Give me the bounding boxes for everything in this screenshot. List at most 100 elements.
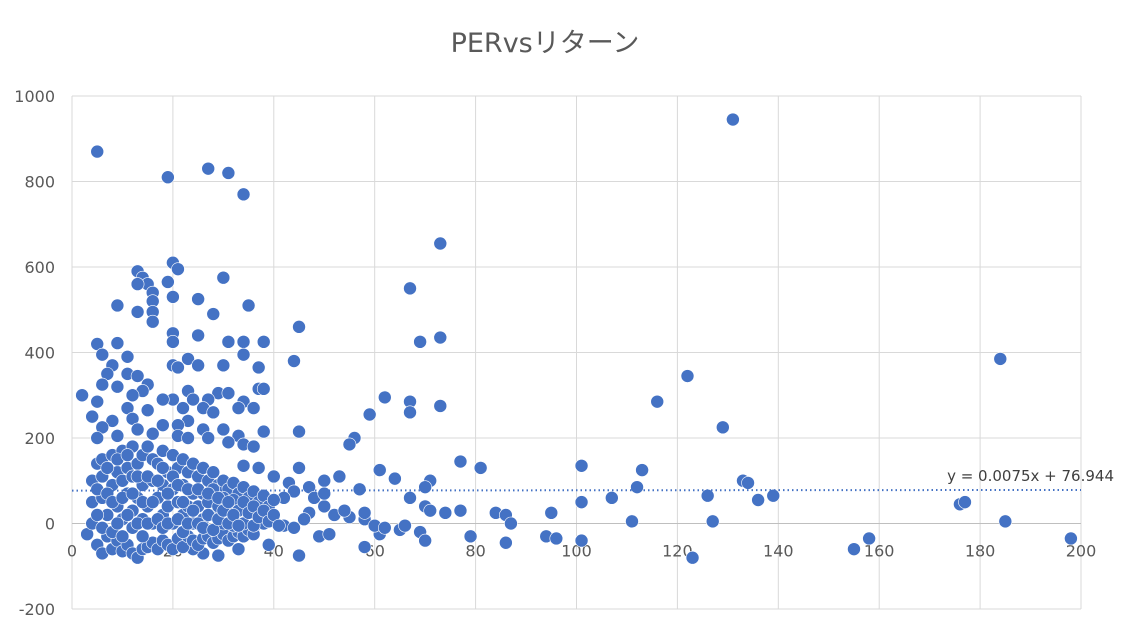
y-tick-label: 400 <box>24 344 55 363</box>
data-point <box>256 424 271 439</box>
data-point <box>171 360 185 375</box>
data-point <box>181 352 195 366</box>
data-point <box>504 516 518 531</box>
data-point <box>161 275 175 289</box>
y-tick-label: 0 <box>45 515 55 534</box>
chart-title: PERvsリターン <box>451 28 640 59</box>
data-point <box>171 262 185 276</box>
data-point <box>256 335 271 349</box>
data-point <box>186 392 200 407</box>
data-point <box>221 166 236 180</box>
data-point <box>90 144 105 159</box>
y-tick-label: 600 <box>24 258 55 277</box>
data-point <box>156 418 170 432</box>
data-point <box>156 461 170 475</box>
data-point <box>95 377 110 392</box>
data-point <box>423 503 437 518</box>
data-point <box>130 422 145 437</box>
data-point <box>105 414 120 428</box>
x-tick-label: 80 <box>465 542 485 561</box>
data-point <box>140 439 155 454</box>
data-point <box>261 538 276 552</box>
data-point <box>150 473 165 488</box>
data-point <box>377 390 392 405</box>
data-point <box>216 270 231 285</box>
data-point <box>161 486 175 501</box>
data-point <box>499 535 513 550</box>
data-point <box>236 335 251 349</box>
data-point <box>388 471 402 486</box>
data-point <box>236 458 251 473</box>
data-point <box>297 512 311 527</box>
data-point <box>544 506 559 520</box>
data-point <box>398 518 412 533</box>
data-point <box>418 480 432 494</box>
data-point <box>266 469 281 484</box>
data-point <box>95 347 110 362</box>
data-point <box>377 520 392 535</box>
data-point <box>751 493 765 507</box>
data-point <box>357 506 372 520</box>
data-point <box>605 491 619 505</box>
data-point <box>418 533 432 548</box>
data-point <box>574 495 589 509</box>
data-point <box>433 399 448 413</box>
data-point <box>251 461 266 475</box>
data-point <box>201 431 216 445</box>
data-point <box>130 277 145 291</box>
data-point <box>342 437 357 452</box>
data-point <box>161 170 175 185</box>
data-point <box>130 305 145 319</box>
data-point <box>125 486 140 501</box>
data-point <box>1064 531 1078 546</box>
y-tick-label: -200 <box>19 600 55 619</box>
y-tick-label: 200 <box>24 429 55 448</box>
data-point <box>216 422 231 437</box>
data-point <box>115 529 130 544</box>
data-point <box>221 495 236 509</box>
x-tick-label: 200 <box>1066 542 1097 561</box>
data-point <box>251 360 266 375</box>
data-points <box>75 112 1078 565</box>
x-tick-label: 160 <box>864 542 895 561</box>
data-point <box>125 388 140 403</box>
data-point <box>176 401 190 415</box>
data-point <box>216 358 231 373</box>
data-point <box>292 424 306 439</box>
x-tick-label: 180 <box>965 542 996 561</box>
data-point <box>680 369 695 383</box>
data-point <box>453 454 468 469</box>
data-point <box>317 499 332 514</box>
data-point <box>231 518 246 533</box>
data-point <box>847 542 861 556</box>
data-point <box>433 330 448 345</box>
y-tick-label: 800 <box>24 173 55 192</box>
data-point <box>246 439 261 454</box>
data-point <box>403 491 417 505</box>
data-point <box>372 463 387 477</box>
data-point <box>403 281 417 296</box>
data-point <box>453 503 468 518</box>
y-tick-label: 1000 <box>14 87 55 106</box>
data-point <box>191 358 205 373</box>
data-point <box>322 527 337 541</box>
data-point <box>221 435 236 450</box>
data-point <box>630 480 644 494</box>
data-point <box>352 482 367 497</box>
data-point <box>181 431 195 445</box>
data-point <box>85 409 99 424</box>
data-point <box>246 401 261 415</box>
data-point <box>574 533 589 548</box>
data-point <box>403 405 417 420</box>
data-point <box>201 161 216 176</box>
data-point <box>110 516 125 531</box>
data-point <box>266 493 281 507</box>
data-point <box>166 335 180 349</box>
x-tick-label: 0 <box>67 542 77 561</box>
data-point <box>993 352 1008 366</box>
data-point <box>145 495 160 509</box>
data-point <box>292 548 306 563</box>
data-point <box>90 431 105 445</box>
data-point <box>236 347 251 362</box>
